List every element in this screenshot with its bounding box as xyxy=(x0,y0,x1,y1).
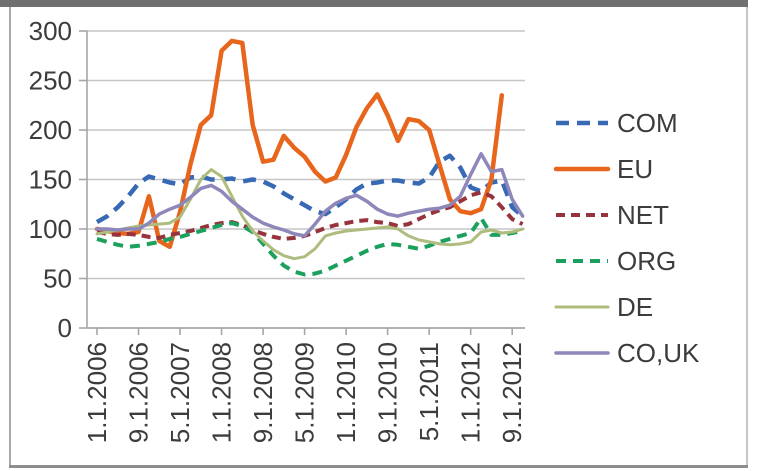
series-line-net xyxy=(96,190,524,241)
frame-bottom xyxy=(9,465,748,468)
legend-item: NET xyxy=(556,200,669,230)
legend-label: EU xyxy=(617,154,653,184)
axes xyxy=(79,30,525,335)
frame-left xyxy=(9,7,11,465)
series-line-org xyxy=(96,216,523,277)
y-tick-label: 250 xyxy=(29,66,72,96)
x-tick-label: 9.1.2010 xyxy=(373,342,403,443)
legend-item: DE xyxy=(554,292,653,322)
x-tick-label: 9.1.2008 xyxy=(248,342,278,443)
y-tick-label: 100 xyxy=(29,214,72,244)
series-line-eu xyxy=(94,38,505,250)
frame-border xyxy=(0,0,748,468)
y-axis-labels: 0 50 100 150 200 250 300 xyxy=(29,16,72,343)
x-tick-label: 9.1.2006 xyxy=(124,342,154,443)
y-tick-label: 300 xyxy=(29,16,72,46)
y-tick-label: 150 xyxy=(29,165,72,195)
y-tick-label: 200 xyxy=(29,115,72,145)
gridlines xyxy=(87,30,525,280)
x-axis-labels: 1.1.2006 9.1.2006 5.1.2007 1.1.2008 9.1.2008… xyxy=(82,342,527,443)
series-line-com xyxy=(95,153,525,225)
x-tick-label: 1.1.2012 xyxy=(456,342,486,443)
x-tick-label: 1.1.2010 xyxy=(331,342,361,443)
legend-label: ORG xyxy=(617,246,676,276)
series-line-de xyxy=(95,168,525,261)
x-tick-label: 1.1.2006 xyxy=(82,342,112,443)
legend-label: NET xyxy=(617,200,669,230)
legend-item: ORG xyxy=(556,246,676,276)
x-tick-label: 5.1.2011 xyxy=(414,342,444,441)
series-line-co-uk xyxy=(95,152,525,238)
legend-label: CO,UK xyxy=(617,338,700,368)
y-tick-label: 0 xyxy=(58,313,72,343)
x-tick-label: 5.1.2007 xyxy=(165,342,195,443)
x-tick-label: 5.1.2009 xyxy=(290,342,320,443)
y-tick-label: 50 xyxy=(43,264,72,294)
x-tick-label: 1.1.2008 xyxy=(207,342,237,443)
legend-label: DE xyxy=(617,292,653,322)
x-tick-label: 9.1.2012 xyxy=(497,342,527,443)
frame-top xyxy=(0,0,748,7)
legend-item: COM xyxy=(556,108,678,138)
legend-item: EU xyxy=(553,154,653,184)
legend: COM EU NET ORG DE CO,UK xyxy=(553,108,700,368)
frame-right xyxy=(746,7,748,465)
legend-label: COM xyxy=(617,108,678,138)
series-lines xyxy=(94,38,525,277)
legend-item: CO,UK xyxy=(554,338,700,368)
